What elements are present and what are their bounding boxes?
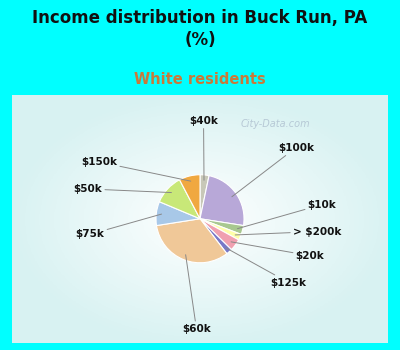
Wedge shape bbox=[200, 176, 244, 225]
Wedge shape bbox=[200, 219, 239, 250]
Wedge shape bbox=[200, 219, 244, 234]
Text: $10k: $10k bbox=[238, 199, 336, 229]
Wedge shape bbox=[180, 175, 200, 219]
Text: $150k: $150k bbox=[81, 157, 191, 181]
Wedge shape bbox=[200, 219, 231, 254]
Text: City-Data.com: City-Data.com bbox=[241, 119, 310, 129]
Text: $50k: $50k bbox=[74, 184, 172, 194]
Text: $40k: $40k bbox=[189, 116, 218, 180]
Wedge shape bbox=[200, 219, 241, 240]
Text: $75k: $75k bbox=[76, 214, 162, 239]
Wedge shape bbox=[200, 175, 209, 219]
Wedge shape bbox=[156, 202, 200, 225]
Wedge shape bbox=[160, 180, 200, 219]
Text: > $200k: > $200k bbox=[235, 226, 341, 237]
Wedge shape bbox=[156, 219, 227, 263]
Text: $20k: $20k bbox=[231, 242, 324, 261]
Text: $100k: $100k bbox=[232, 143, 314, 197]
Text: White residents: White residents bbox=[134, 72, 266, 87]
Text: Income distribution in Buck Run, PA
(%): Income distribution in Buck Run, PA (%) bbox=[32, 9, 368, 49]
Text: $125k: $125k bbox=[226, 248, 307, 288]
Text: $60k: $60k bbox=[182, 255, 211, 334]
